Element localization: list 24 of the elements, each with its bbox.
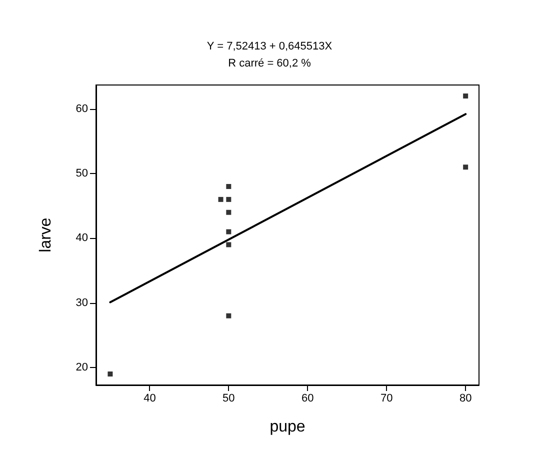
point — [226, 210, 232, 215]
x-tick-label: 80 — [459, 392, 472, 404]
point — [226, 229, 232, 234]
point — [226, 313, 232, 318]
point — [218, 196, 224, 202]
chart-title: Y = 7,52413 + 0,645513X — [206, 40, 333, 52]
x-tick-label: 50 — [222, 392, 235, 404]
point — [226, 196, 232, 202]
y-axis-title: larve — [38, 218, 54, 252]
x-tick-label: 70 — [380, 392, 393, 404]
y-tick-label: 20 — [76, 362, 88, 374]
y-tick-label: 60 — [76, 102, 88, 115]
point — [463, 164, 468, 170]
x-tick-label: 60 — [302, 392, 314, 404]
point — [226, 184, 232, 190]
x-tick-label: 40 — [144, 392, 156, 404]
y-tick-label: 30 — [76, 296, 88, 309]
y-tick-label: 50 — [76, 168, 88, 180]
point — [463, 93, 468, 98]
x-axis-title: pupe — [270, 418, 306, 436]
chart-subtitle: R carré = 60,2 % — [228, 58, 312, 70]
point — [226, 242, 232, 248]
y-tick-label: 40 — [76, 232, 88, 244]
point — [108, 372, 113, 377]
